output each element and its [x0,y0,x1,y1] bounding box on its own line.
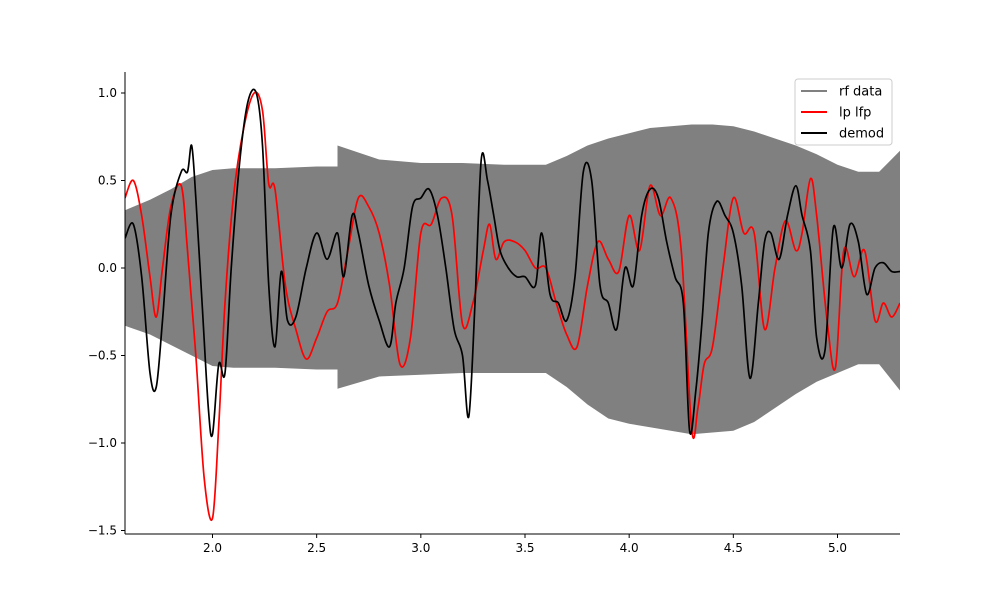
series-demod-line [125,88,900,438]
x-tick-label: 4.0 [620,541,639,555]
x-tick-label: 4.5 [724,541,743,555]
legend: rf data lp lfp demod [794,78,893,146]
legend-label: rf data [839,85,882,100]
y-tick-label: 0.0 [98,261,117,275]
axes: 2.0 2.5 3.0 3.5 4.0 4.5 5.0 −1.5 −1.0 −0.5 0.0 0.5 1… [88,72,900,555]
y-tick-label: 1.0 [98,86,117,100]
x-tick-label: 5.0 [828,541,847,555]
y-tick-label: 0.5 [98,174,117,188]
y-tick-label: −1.5 [88,524,117,538]
legend-label: lp lfp [839,106,871,121]
x-tick-label: 3.5 [515,541,534,555]
x-tick-label: 2.0 [203,541,222,555]
legend-box [794,78,893,146]
y-tick-label: −0.5 [88,349,117,363]
plot-area [125,88,900,521]
y-tick-label: −1.0 [88,436,117,450]
series-lp-lfp-line [125,91,900,521]
series-rf-data-band [125,124,900,435]
x-tick-label: 2.5 [307,541,326,555]
x-tick-label: 3.0 [411,541,430,555]
legend-label: demod [839,127,884,142]
